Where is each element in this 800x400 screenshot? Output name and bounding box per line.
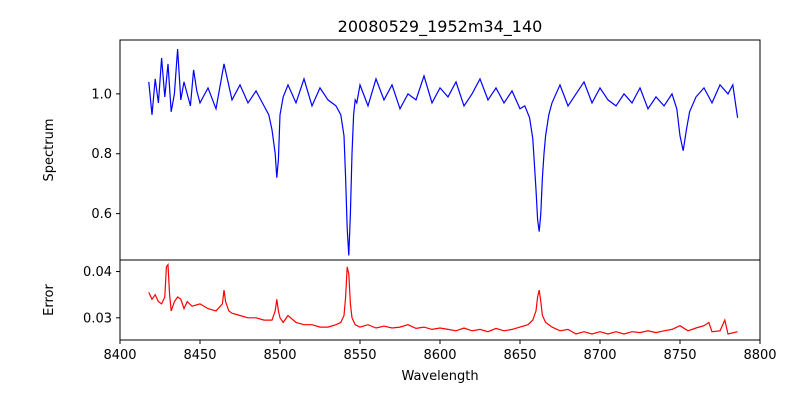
error-y-axis-label: Error <box>42 284 57 316</box>
error-y-ticks: 0.03 0.04 <box>83 265 120 326</box>
spectrum-y-axis-label: Spectrum <box>42 119 57 182</box>
x-tick-label: 8600 <box>423 348 456 363</box>
x-axis-label: Wavelength <box>401 369 478 384</box>
x-axis-ticks: 8400 8450 8500 8550 8600 8650 8700 8750 8800 <box>103 340 777 363</box>
x-tick-label: 8550 <box>343 348 376 363</box>
spectrum-y-tick-label: 0.8 <box>91 147 112 162</box>
error-panel: 0.03 0.04 Error <box>42 259 761 341</box>
chart-title: 20080529_1952m34_140 <box>338 17 543 37</box>
x-tick-label: 8450 <box>183 348 216 363</box>
spectrum-series-line <box>148 48 739 256</box>
spectrum-y-tick-label: 0.6 <box>91 207 112 222</box>
x-tick-label: 8500 <box>263 348 296 363</box>
spectrum-plot-frame <box>119 39 761 261</box>
error-series-line <box>148 262 738 335</box>
x-tick-label: 8400 <box>103 348 136 363</box>
x-tick-label: 8800 <box>743 348 776 363</box>
spectrum-y-tick-label: 1.0 <box>91 87 112 102</box>
error-y-tick-label: 0.04 <box>83 265 112 280</box>
error-y-tick-label: 0.03 <box>83 311 112 326</box>
x-tick-label: 8700 <box>583 348 616 363</box>
spectrum-y-ticks: 0.6 0.8 1.0 <box>91 87 120 222</box>
x-tick-label: 8750 <box>663 348 696 363</box>
spectrum-panel: 0.6 0.8 1.0 Spectrum <box>42 39 761 261</box>
x-tick-label: 8650 <box>503 348 536 363</box>
